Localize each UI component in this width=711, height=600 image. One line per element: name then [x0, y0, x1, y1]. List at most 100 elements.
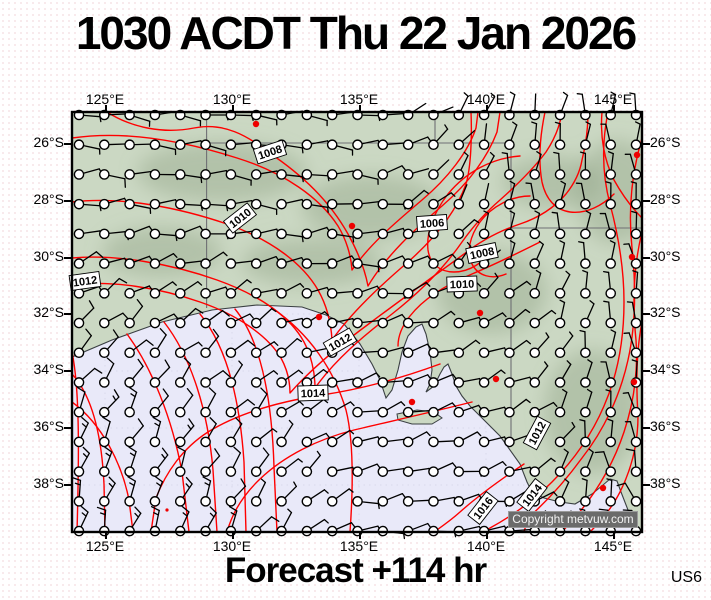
- station-circle: [580, 317, 591, 329]
- wind-barb-stroke: [107, 312, 124, 322]
- wind-barb-stroke: [579, 508, 586, 511]
- wind-barb-stroke: [197, 281, 203, 286]
- wind-barb-stroke: [108, 197, 126, 204]
- wind-barb: [174, 341, 203, 359]
- wind-barb-stroke: [586, 388, 593, 393]
- wind-barb: [326, 288, 356, 299]
- wind-barb-stroke: [284, 485, 297, 499]
- station-circle: [225, 258, 237, 269]
- wind-barb-stroke: [235, 417, 243, 425]
- wind-barb-stroke: [534, 210, 541, 215]
- wind-barb-stroke: [336, 466, 354, 472]
- wind-barb: [124, 386, 138, 418]
- wind-barb-stroke: [232, 423, 243, 439]
- wind-barb-stroke: [631, 301, 636, 320]
- wind-barb-stroke: [284, 338, 298, 351]
- wind-barb-stroke: [361, 463, 378, 471]
- wind-barb-stroke: [130, 451, 137, 468]
- station-circle: [99, 496, 110, 507]
- station-circle: [402, 436, 414, 448]
- wind-barb-stroke: [183, 341, 200, 352]
- wind-barb-stroke: [335, 401, 352, 411]
- station-circle: [580, 288, 591, 299]
- station-circle: [504, 377, 515, 388]
- station-circle: [250, 377, 262, 388]
- lat-label-right: 30°S: [650, 248, 681, 264]
- wind-barb: [301, 450, 321, 477]
- station-circle: [225, 377, 237, 388]
- station-circle: [428, 198, 439, 210]
- axis-tick: [642, 370, 650, 372]
- wind-barb-stroke: [535, 269, 542, 274]
- wind-barb: [276, 317, 306, 329]
- wind-barb-stroke: [586, 451, 594, 469]
- wind-barb-stroke: [157, 366, 171, 380]
- wind-barb-stroke: [361, 436, 379, 442]
- wind-barb-stroke: [411, 255, 429, 263]
- isobar-label-box: [68, 270, 102, 292]
- wind-barb-stroke: [204, 482, 211, 486]
- wind-barb-stroke: [182, 512, 188, 517]
- wind-barb: [599, 212, 617, 240]
- wind-barb-stroke: [586, 303, 595, 320]
- wind-barb-stroke: [563, 448, 569, 453]
- station-circle: [99, 317, 110, 329]
- wind-barb-stroke: [81, 335, 92, 350]
- wind-barb: [352, 285, 381, 299]
- wind-barb-stroke: [610, 152, 614, 171]
- station-circle: [225, 436, 237, 448]
- wind-barb-stroke: [310, 115, 328, 122]
- wind-barb-stroke: [571, 421, 576, 428]
- wind-barb-stroke: [234, 175, 252, 181]
- station-circle: [402, 496, 414, 507]
- wind-barb-stroke: [207, 423, 217, 439]
- wind-barb-stroke: [85, 328, 92, 337]
- wind-barb: [73, 446, 90, 477]
- wind-barb: [402, 496, 432, 507]
- wind-barb-stroke: [509, 242, 516, 260]
- wind-barb: [600, 123, 617, 151]
- wind-barb: [624, 421, 642, 448]
- wind-barb-stroke: [184, 174, 202, 179]
- wind-barb: [580, 210, 592, 240]
- wind-barb-stroke: [130, 480, 136, 498]
- wind-barb-stroke: [634, 121, 641, 125]
- wind-barb-stroke: [106, 482, 116, 499]
- station-circle: [301, 436, 313, 448]
- wind-barb: [200, 198, 229, 212]
- wind-barb-stroke: [155, 481, 164, 498]
- wind-barb-stroke: [182, 307, 197, 321]
- wind-barb-stroke: [423, 189, 429, 194]
- wind-barb-stroke: [310, 518, 326, 530]
- terrain-patch: [502, 156, 602, 208]
- axis-tick: [64, 257, 72, 259]
- wind-barb-stroke: [106, 357, 115, 365]
- wind-barb-stroke: [550, 457, 556, 462]
- wind-barb-stroke: [299, 400, 304, 406]
- wind-barb: [529, 269, 542, 299]
- wind-barb: [600, 361, 617, 388]
- wind-barb: [580, 388, 593, 418]
- wind-barb: [478, 369, 506, 388]
- wind-barb: [73, 416, 89, 448]
- wind-barb-stroke: [155, 509, 160, 528]
- isobar-line: [72, 112, 479, 271]
- lat-label-left: 30°S: [33, 248, 64, 264]
- lat-label-left: 38°S: [33, 475, 64, 491]
- wind-barb-stroke: [412, 321, 430, 324]
- wind-barb-stroke: [568, 331, 574, 337]
- isobar-line: [226, 401, 473, 532]
- station-circle: [99, 406, 110, 418]
- wind-barb: [402, 431, 431, 448]
- wind-barb: [149, 476, 164, 507]
- wind-barb-stroke: [209, 506, 217, 514]
- wind-barb-stroke: [79, 391, 86, 409]
- wind-barb-stroke: [436, 253, 453, 263]
- wind-barb-stroke: [351, 255, 356, 261]
- station-circle: [73, 258, 85, 269]
- wind-barb-stroke: [82, 114, 101, 118]
- wind-barb: [402, 281, 431, 299]
- wind-barb: [504, 308, 531, 329]
- station-circle: [630, 258, 642, 269]
